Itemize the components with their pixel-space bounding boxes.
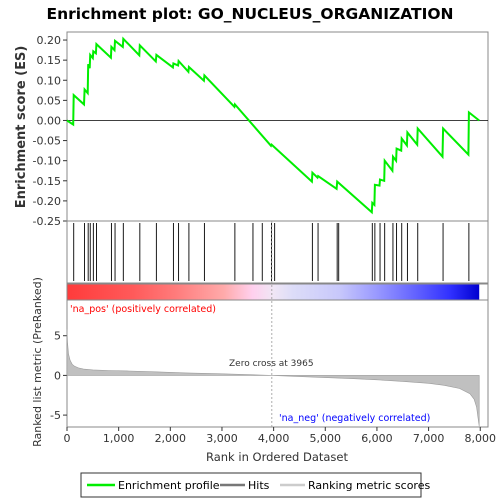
legend-hits-label: Hits xyxy=(248,479,270,492)
es-ytick-label: -0.20 xyxy=(33,195,61,208)
es-ytick-label: -0.25 xyxy=(33,215,61,228)
x-tick-label: 1,000 xyxy=(103,432,135,445)
rank-axis-label: Ranked list metric (PreRanked) xyxy=(31,277,44,447)
rank-ytick-label: -5 xyxy=(50,409,61,422)
legend-ranking-label: Ranking metric scores xyxy=(308,479,430,492)
es-ytick-label: -0.15 xyxy=(33,175,61,188)
es-ytick-label: 0.10 xyxy=(37,74,62,87)
x-tick-label: 5,000 xyxy=(310,432,342,445)
x-tick-label: 0 xyxy=(64,432,71,445)
rank-ytick-label: 5 xyxy=(54,330,61,343)
hits-panel-frame xyxy=(67,221,488,283)
es-ytick-label: 0.05 xyxy=(37,94,62,107)
x-tick-label: 6,000 xyxy=(361,432,393,445)
rank-ytick-label: 0 xyxy=(54,369,61,382)
x-axis-label: Rank in Ordered Dataset xyxy=(206,450,349,464)
es-ytick-label: -0.10 xyxy=(33,155,61,168)
x-tick-label: 2,000 xyxy=(155,432,187,445)
es-ytick-label: 0.15 xyxy=(37,54,62,67)
x-tick-label: 3,000 xyxy=(206,432,238,445)
zero-cross-label: Zero cross at 3965 xyxy=(229,359,314,369)
es-ytick-label: 0.20 xyxy=(37,34,62,47)
na-pos-label: 'na_pos' (positively correlated) xyxy=(70,304,216,315)
x-tick-label: 8,000 xyxy=(465,432,497,445)
x-tick-label: 4,000 xyxy=(258,432,290,445)
es-ytick-label: 0.00 xyxy=(37,114,62,127)
es-axis-label: Enrichment score (ES) xyxy=(14,46,29,209)
legend-enrichment-label: Enrichment profile xyxy=(118,479,220,492)
rank-heatmap-bar xyxy=(67,284,479,300)
x-tick-label: 7,000 xyxy=(413,432,445,445)
es-ytick-label: -0.05 xyxy=(33,135,61,148)
es-panel-frame xyxy=(67,32,488,221)
na-neg-label: 'na_neg' (negatively correlated) xyxy=(279,413,430,424)
chart-title: Enrichment plot: GO_NUCLEUS_ORGANIZATION xyxy=(46,5,453,23)
